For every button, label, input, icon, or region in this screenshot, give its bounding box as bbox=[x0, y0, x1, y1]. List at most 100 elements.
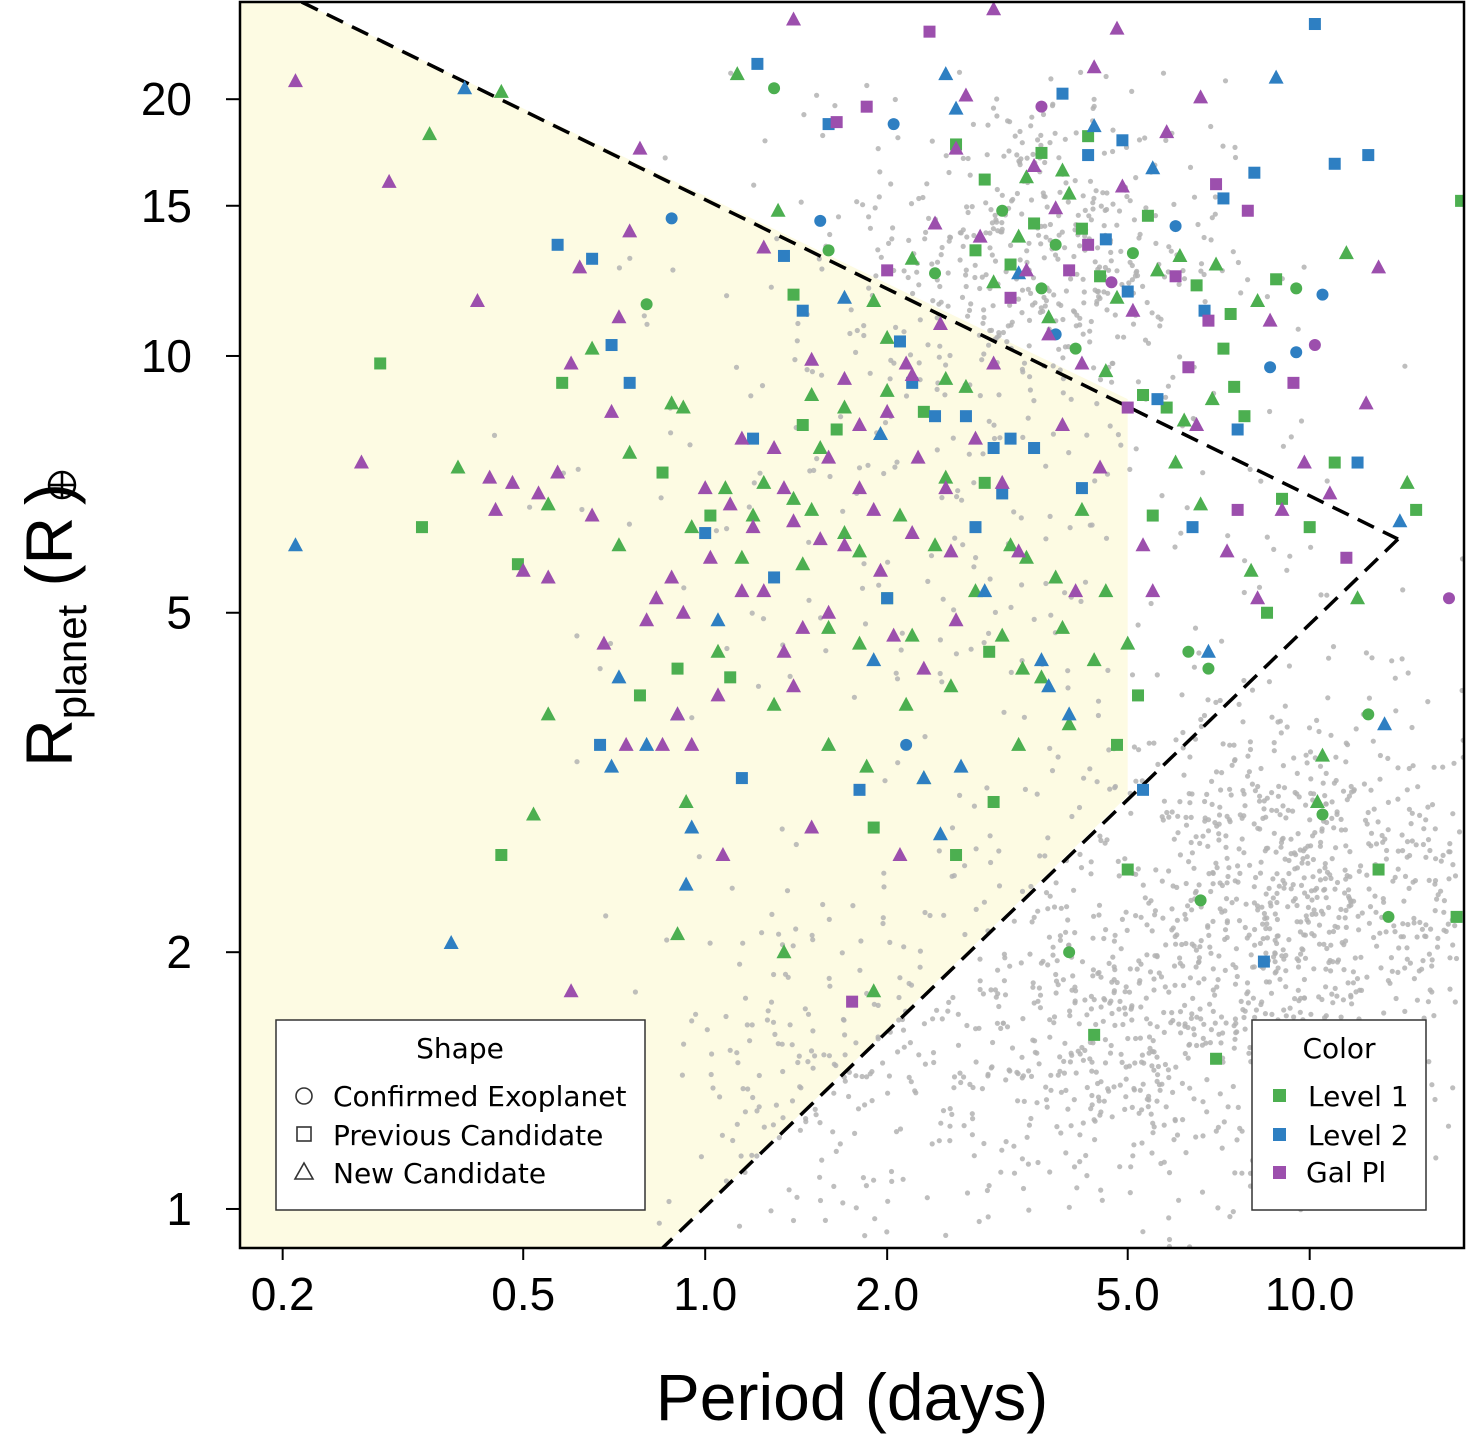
background-point bbox=[861, 323, 867, 329]
background-point bbox=[1132, 1060, 1138, 1066]
background-point bbox=[1053, 971, 1059, 978]
gal-pl-new-point bbox=[776, 480, 792, 495]
background-point bbox=[970, 1084, 976, 1091]
background-point bbox=[1053, 990, 1059, 996]
background-point bbox=[1264, 534, 1270, 540]
background-point bbox=[808, 1048, 815, 1054]
background-point bbox=[1242, 558, 1248, 564]
background-point bbox=[779, 1041, 785, 1047]
background-point bbox=[936, 1138, 942, 1144]
background-point bbox=[1216, 837, 1222, 843]
background-point bbox=[779, 826, 785, 832]
background-point bbox=[769, 911, 775, 918]
background-point bbox=[1115, 858, 1121, 865]
gal-pl-previous-point bbox=[881, 264, 894, 277]
y-tick-label: 2 bbox=[166, 926, 192, 978]
background-point bbox=[1213, 1128, 1219, 1134]
background-point bbox=[1090, 1040, 1096, 1046]
background-point bbox=[1274, 916, 1280, 923]
background-point bbox=[1057, 189, 1063, 195]
gal-pl-new-point bbox=[967, 430, 983, 445]
background-point bbox=[1242, 1026, 1248, 1032]
background-point bbox=[1072, 984, 1078, 990]
level-1-new-point bbox=[804, 387, 820, 402]
plot-frame bbox=[238, 0, 1466, 1250]
background-point bbox=[1304, 760, 1310, 766]
background-point bbox=[1179, 692, 1185, 698]
background-point bbox=[1036, 1061, 1042, 1067]
background-point bbox=[999, 226, 1005, 232]
background-point bbox=[1301, 976, 1307, 983]
level-2-new-point bbox=[932, 826, 948, 841]
level-1-new-point bbox=[898, 696, 914, 711]
background-point bbox=[1332, 985, 1338, 992]
background-point bbox=[1065, 668, 1071, 674]
gal-pl-new-point bbox=[892, 846, 908, 861]
level-1-new-point bbox=[678, 793, 694, 808]
background-point bbox=[1065, 685, 1071, 691]
gal-pl-new-point bbox=[648, 590, 664, 605]
background-point bbox=[1273, 849, 1279, 855]
level-1-previous-point bbox=[1035, 146, 1048, 159]
x-tick-label: 2.0 bbox=[855, 1268, 919, 1320]
background-point bbox=[924, 181, 930, 187]
background-point bbox=[1074, 1185, 1080, 1191]
background-point bbox=[1256, 584, 1263, 590]
background-point bbox=[1166, 1236, 1173, 1243]
background-point bbox=[1305, 894, 1311, 900]
background-point bbox=[1110, 954, 1116, 960]
level-1-new-point bbox=[866, 292, 882, 307]
background-point bbox=[1185, 1024, 1191, 1031]
background-point bbox=[1323, 984, 1329, 990]
background-point bbox=[1183, 880, 1189, 887]
level-1-new-point bbox=[710, 643, 726, 658]
background-point bbox=[1098, 1004, 1104, 1010]
background-point bbox=[985, 1214, 991, 1220]
background-point bbox=[1350, 969, 1356, 975]
background-point bbox=[1290, 808, 1296, 814]
background-point bbox=[1230, 1083, 1236, 1090]
background-point bbox=[1240, 719, 1246, 725]
level-2-new-point bbox=[836, 289, 852, 304]
background-point bbox=[999, 220, 1005, 226]
background-point bbox=[1261, 806, 1267, 812]
level-1-new-point bbox=[770, 202, 786, 217]
background-point bbox=[865, 462, 871, 468]
background-point bbox=[1080, 1057, 1086, 1063]
background-point bbox=[1182, 1021, 1188, 1027]
background-point bbox=[1104, 206, 1110, 213]
background-point bbox=[1212, 194, 1218, 200]
level-2-confirmed-point bbox=[665, 212, 678, 225]
level-2-previous-point bbox=[1028, 442, 1041, 455]
background-point bbox=[810, 1065, 816, 1071]
background-point bbox=[1178, 530, 1184, 536]
background-point bbox=[947, 1123, 953, 1129]
background-point bbox=[922, 734, 928, 740]
background-point bbox=[924, 1195, 930, 1201]
background-point bbox=[687, 442, 693, 448]
background-point bbox=[1247, 466, 1253, 472]
background-point bbox=[926, 215, 932, 221]
background-point bbox=[831, 1090, 837, 1096]
background-point bbox=[1311, 907, 1317, 913]
background-point bbox=[1456, 829, 1463, 835]
gal-pl-new-point bbox=[381, 173, 397, 188]
background-point bbox=[1103, 73, 1109, 80]
background-point bbox=[1138, 914, 1144, 920]
background-point bbox=[1090, 206, 1096, 212]
background-point bbox=[1123, 1064, 1129, 1070]
level-1-confirmed-point bbox=[1316, 808, 1329, 821]
gal-pl-new-point bbox=[572, 259, 588, 274]
background-point bbox=[1231, 1045, 1237, 1051]
level-1-new-point bbox=[1243, 562, 1259, 577]
background-point bbox=[937, 343, 943, 349]
background-point bbox=[1364, 974, 1370, 980]
level-2-new-point bbox=[1377, 716, 1393, 731]
background-point bbox=[1213, 860, 1219, 866]
level-1-previous-point bbox=[787, 288, 800, 301]
background-point bbox=[1056, 346, 1062, 352]
background-point bbox=[1326, 959, 1332, 966]
background-point bbox=[1271, 954, 1277, 960]
background-point bbox=[1170, 1089, 1176, 1095]
level-1-confirmed-point bbox=[768, 82, 781, 95]
